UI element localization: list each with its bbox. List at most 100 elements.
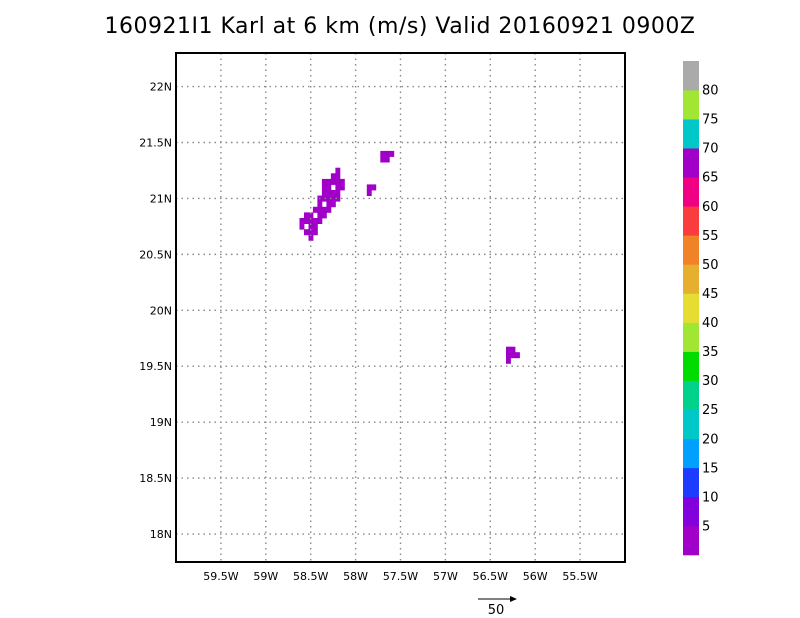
wind-cell xyxy=(330,173,336,180)
colorbar-swatch xyxy=(683,409,699,440)
colorbar: 5 10 15 20 25 30 35 40 45 50 55 60 65 70 75 80 xyxy=(683,61,719,556)
colorbar-swatch xyxy=(683,380,699,411)
wind-cell xyxy=(308,229,314,236)
wind-cell xyxy=(335,178,341,185)
y-tick-label: 22N xyxy=(150,81,172,94)
x-tick-label: 55.5W xyxy=(562,570,597,583)
y-tick-label: 19.5N xyxy=(139,360,172,373)
colorbar-swatch xyxy=(683,177,699,207)
colorbar-swatch xyxy=(683,525,699,556)
wind-cell xyxy=(330,195,336,202)
wind-cell xyxy=(335,190,341,196)
wind-cell xyxy=(308,234,314,241)
wind-cell xyxy=(330,190,336,196)
wind-cell xyxy=(317,212,323,219)
colorbar-swatch xyxy=(683,148,699,178)
colorbar-swatch xyxy=(683,206,699,236)
wind-cell xyxy=(304,218,309,224)
wind-cell xyxy=(317,206,323,213)
y-tick-label: 20.5N xyxy=(139,248,172,261)
colorbar-label: 25 xyxy=(702,403,719,418)
x-axis-ticks: 59.5W 59W 58.5W 58W 57.5W 57W 56.5W 56W 55.5W xyxy=(203,570,598,583)
wind-cell xyxy=(321,206,327,213)
colorbar-label: 65 xyxy=(702,171,719,186)
colorbar-label: 45 xyxy=(702,287,719,302)
wind-cell xyxy=(384,156,390,163)
chart-title: 160921I1 Karl at 6 km (m/s) Valid 201609… xyxy=(104,14,696,39)
wind-cell xyxy=(317,201,323,208)
wind-cell xyxy=(506,346,511,353)
colorbar-swatch xyxy=(683,293,699,323)
wind-cell xyxy=(339,184,345,191)
colorbar-swatch xyxy=(683,438,699,469)
colorbar-label: 20 xyxy=(702,432,719,447)
colorbar-label: 80 xyxy=(702,84,719,99)
y-tick-label: 19N xyxy=(150,416,172,429)
y-tick-label: 21N xyxy=(150,192,172,205)
wind-cell xyxy=(321,190,327,196)
wind-cell xyxy=(510,346,516,353)
colorbar-swatch xyxy=(683,264,699,294)
wind-cell xyxy=(335,173,341,180)
wind-cell xyxy=(330,178,336,185)
wind-cell xyxy=(339,178,345,185)
wind-cell xyxy=(326,195,332,202)
wind-cell xyxy=(326,206,332,213)
wind-cell xyxy=(308,223,314,230)
x-tick-label: 59.5W xyxy=(203,570,238,583)
wind-cell xyxy=(317,218,323,224)
colorbar-swatch xyxy=(683,496,699,527)
x-tick-label: 58.5W xyxy=(293,570,328,583)
x-tick-label: 56W xyxy=(523,570,548,583)
wind-cell xyxy=(326,178,332,185)
colorbar-swatch xyxy=(683,235,699,265)
wind-cell xyxy=(366,190,372,196)
wind-cell xyxy=(366,184,372,191)
colorbar-label: 75 xyxy=(702,113,719,128)
colorbar-swatch xyxy=(683,119,699,149)
wind-cell xyxy=(326,190,332,196)
colorbar-label: 15 xyxy=(702,461,719,476)
reference-vector: 50 xyxy=(478,596,517,618)
wind-cell xyxy=(299,223,305,230)
wind-cell xyxy=(335,184,341,191)
wind-cell xyxy=(321,195,327,202)
wind-cell xyxy=(321,178,327,185)
wind-cell xyxy=(506,352,511,359)
wind-cell xyxy=(515,352,520,359)
wind-cell xyxy=(371,184,377,191)
wind-cell xyxy=(506,357,511,364)
plot-frame xyxy=(175,52,626,563)
y-tick-label: 21.5N xyxy=(139,136,172,149)
colorbar-label: 10 xyxy=(702,490,719,505)
colorbar-label: 30 xyxy=(702,374,719,389)
wind-cell xyxy=(389,150,395,157)
colorbar-swatch xyxy=(683,467,699,498)
wind-cell xyxy=(312,206,318,213)
colorbar-label: 60 xyxy=(702,200,719,215)
reference-vector-label: 50 xyxy=(488,603,505,618)
wind-cell xyxy=(335,167,341,174)
wind-cell xyxy=(384,150,390,157)
wind-cell xyxy=(299,218,305,224)
wind-cell xyxy=(326,201,332,208)
wind-cell xyxy=(304,229,309,236)
wind-cell xyxy=(312,218,318,224)
x-tick-label: 57.5W xyxy=(383,570,418,583)
wind-cells-layer xyxy=(299,150,520,364)
y-axis-ticks: 18N 18.5N 19N 19.5N 20N 20.5N 21N 21.5N 22N xyxy=(139,81,172,541)
y-tick-label: 18.5N xyxy=(139,472,172,485)
colorbar-label: 40 xyxy=(702,316,719,331)
reference-vector-arrowhead xyxy=(510,596,517,602)
colorbar-swatch xyxy=(683,90,699,120)
wind-cell xyxy=(308,218,314,224)
wind-cell xyxy=(330,201,336,208)
x-tick-label: 56.5W xyxy=(473,570,508,583)
wind-cell xyxy=(510,352,516,359)
colorbar-label: 5 xyxy=(702,519,710,534)
grid-layer xyxy=(176,53,625,562)
wind-cell xyxy=(321,212,327,219)
wind-cell xyxy=(335,195,341,202)
colorbar-label: 55 xyxy=(702,229,719,244)
